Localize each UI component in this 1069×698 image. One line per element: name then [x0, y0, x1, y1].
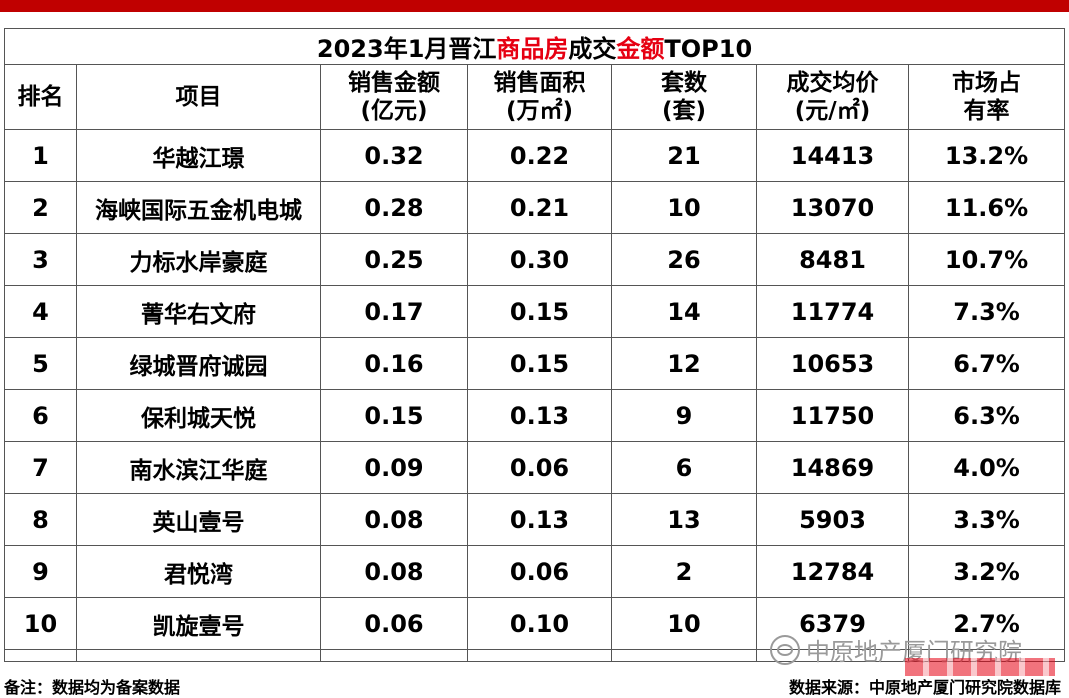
- cell-amount: 0.25: [320, 233, 468, 286]
- cell-units: 26: [611, 233, 757, 286]
- header-units: 套数 (套): [611, 64, 757, 130]
- title-highlight-commercial: 商品房: [496, 35, 569, 63]
- cell-share: 6.3%: [907, 389, 1066, 442]
- cell-area: 0.22: [467, 129, 612, 182]
- header-row: 排名 项目 销售金额 (亿元) 销售面积 (万㎡) 套数 (套) 成交均价 (元/㎡) …: [4, 64, 1066, 130]
- table-row: 2 海峡国际五金机电城 0.28 0.21 10 13070 11.6%: [4, 181, 1066, 234]
- cell-price: 8481: [756, 233, 909, 286]
- cell-area: 0.15: [467, 337, 612, 390]
- table-row: 1 华越江璟 0.32 0.22 21 14413 13.2%: [4, 129, 1066, 182]
- cell-price: 11774: [756, 285, 909, 338]
- cell-units: 13: [611, 493, 757, 546]
- cell-rank: 5: [4, 337, 77, 390]
- cell-units: 14: [611, 285, 757, 338]
- cell-rank: 1: [4, 129, 77, 182]
- footer-note: 备注：数据均为备案数据: [4, 678, 181, 697]
- title-highlight-amount: 金额: [616, 35, 665, 63]
- cell-units: 21: [611, 129, 757, 182]
- header-project: 项目: [76, 64, 321, 130]
- cell-rank: 6: [4, 389, 77, 442]
- header-price: 成交均价 (元/㎡): [756, 64, 909, 130]
- cell-rank: 8: [4, 493, 77, 546]
- cell-amount: 0.15: [320, 389, 468, 442]
- cell-units: 6: [611, 441, 757, 494]
- table-title: 2023年1月晋江商品房成交金额TOP10: [3, 28, 1066, 65]
- table-row: 7 南水滨江华庭 0.09 0.06 6 14869 4.0%: [4, 441, 1066, 494]
- cell-amount: 0.28: [320, 181, 468, 234]
- cell-amount: 0.06: [320, 597, 468, 650]
- cell-share: 7.3%: [907, 285, 1066, 338]
- cell-units: 2: [611, 545, 757, 598]
- cell-amount: 0.32: [320, 129, 468, 182]
- table-row: 4 菁华右文府 0.17 0.15 14 11774 7.3%: [4, 285, 1066, 338]
- cell-share: 6.7%: [907, 337, 1066, 390]
- cell-amount: 0.08: [320, 493, 468, 546]
- cell-project: 保利城天悦: [76, 389, 321, 442]
- cell-project: 君悦湾: [76, 545, 321, 598]
- cell-share: 3.3%: [907, 493, 1066, 546]
- ranking-table: 2023年1月晋江商品房成交金额TOP10 排名 项目 销售金额 (亿元) 销售面…: [3, 28, 1066, 662]
- header-area: 销售面积 (万㎡): [467, 64, 612, 130]
- cell-price: 12784: [756, 545, 909, 598]
- header-rank: 排名: [4, 64, 77, 130]
- cell-units: 12: [611, 337, 757, 390]
- cell-rank: 10: [4, 597, 77, 650]
- cell-project: 英山壹号: [76, 493, 321, 546]
- ranking-table-container: 2023年1月晋江商品房成交金额TOP10 排名 项目 销售金额 (亿元) 销售面…: [3, 28, 1066, 662]
- cell-area: 0.13: [467, 389, 612, 442]
- cell-area: 0.15: [467, 285, 612, 338]
- cell-area: 0.10: [467, 597, 612, 650]
- cell-price: 11750: [756, 389, 909, 442]
- cell-share: 11.6%: [907, 181, 1066, 234]
- title-prefix: 2023年1月晋江: [316, 35, 497, 63]
- cell-share: 3.2%: [907, 545, 1066, 598]
- top-accent-bar: [0, 0, 1069, 12]
- table-row: 6 保利城天悦 0.15 0.13 9 11750 6.3%: [4, 389, 1066, 442]
- cell-area: 0.06: [467, 545, 612, 598]
- cell-units: 10: [611, 181, 757, 234]
- cell-share: 13.2%: [907, 129, 1066, 182]
- cell-price: 14413: [756, 129, 909, 182]
- cell-area: 0.30: [467, 233, 612, 286]
- cell-project: 力标水岸豪庭: [76, 233, 321, 286]
- title-suffix: TOP10: [664, 35, 753, 63]
- wechat-icon: [770, 634, 800, 665]
- table-row: 3 力标水岸豪庭 0.25 0.30 26 8481 10.7%: [4, 233, 1066, 286]
- cell-rank: 9: [4, 545, 77, 598]
- cell-amount: 0.09: [320, 441, 468, 494]
- cell-price: 10653: [756, 337, 909, 390]
- cell-rank: 7: [4, 441, 77, 494]
- cell-amount: 0.16: [320, 337, 468, 390]
- cell-price: 5903: [756, 493, 909, 546]
- cell-rank: 3: [4, 233, 77, 286]
- cell-price: 13070: [756, 181, 909, 234]
- cell-area: 0.13: [467, 493, 612, 546]
- cell-project: 华越江璟: [76, 129, 321, 182]
- cell-share: 4.0%: [907, 441, 1066, 494]
- footer-source: 数据来源：中原地产厦门研究院数据库: [788, 678, 1061, 697]
- cell-area: 0.06: [467, 441, 612, 494]
- title-middle: 成交: [568, 35, 617, 63]
- cell-project: 南水滨江华庭: [76, 441, 321, 494]
- header-share: 市场占 有率: [907, 64, 1066, 130]
- cell-units: 10: [611, 597, 757, 650]
- header-amount: 销售金额 (亿元): [320, 64, 468, 130]
- cell-rank: 2: [4, 181, 77, 234]
- cell-amount: 0.17: [320, 285, 468, 338]
- cell-project: 海峡国际五金机电城: [76, 181, 321, 234]
- cell-share: 10.7%: [907, 233, 1066, 286]
- cell-rank: 4: [4, 285, 77, 338]
- brand-logo-stripe: [905, 658, 1055, 676]
- cell-project: 菁华右文府: [76, 285, 321, 338]
- cell-area: 0.21: [467, 181, 612, 234]
- table-row: 5 绿城晋府诚园 0.16 0.15 12 10653 6.7%: [4, 337, 1066, 390]
- cell-amount: 0.08: [320, 545, 468, 598]
- cell-project: 凯旋壹号: [76, 597, 321, 650]
- cell-units: 9: [611, 389, 757, 442]
- cell-price: 14869: [756, 441, 909, 494]
- table-row: 9 君悦湾 0.08 0.06 2 12784 3.2%: [4, 545, 1066, 598]
- cell-project: 绿城晋府诚园: [76, 337, 321, 390]
- table-row: 8 英山壹号 0.08 0.13 13 5903 3.3%: [4, 493, 1066, 546]
